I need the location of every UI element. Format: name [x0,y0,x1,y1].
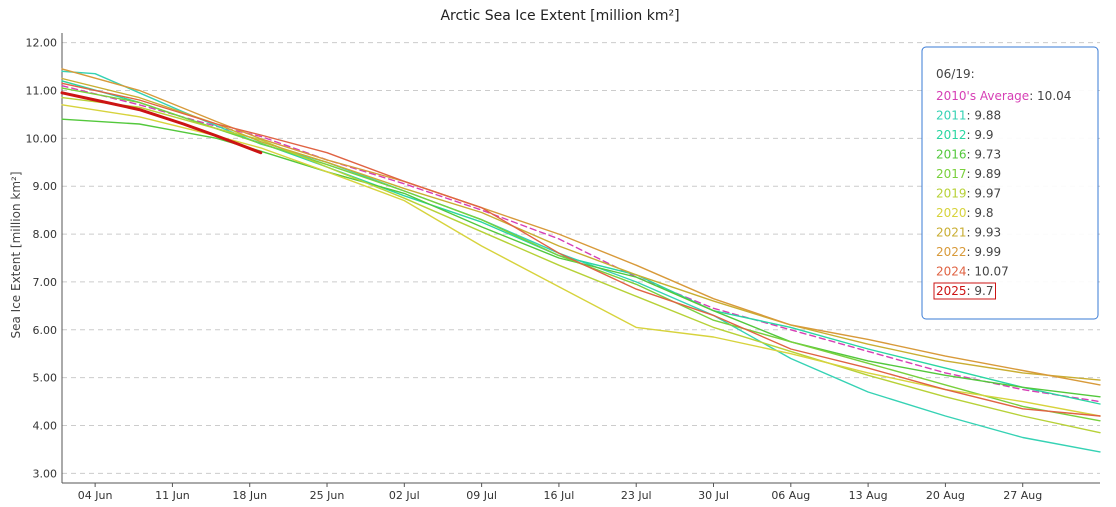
tooltip-series-value: 9.93 [974,226,1001,240]
y-tick-label: 11.00 [26,84,58,97]
x-tick-label: 13 Aug [849,489,888,502]
x-tick-label: 04 Jun [78,489,113,502]
series-line-2019 [61,96,1101,434]
series-line-2011 [61,70,1101,453]
tooltip-entry: 2024: 10.07 [936,265,1009,279]
tooltip-entry: 2025: 9.7 [936,284,994,298]
tooltip-series-value: 9.8 [974,206,993,220]
y-tick-label: 3.00 [33,467,58,480]
x-tick-label: 30 Jul [698,489,729,502]
series-line-2021 [61,77,1101,381]
tooltip-date: 06/19: [936,67,975,81]
y-tick-label: 10.00 [26,132,58,145]
tooltip-series-value: 9.9 [974,128,993,142]
tooltip-series-name: 2011 [936,109,967,123]
tooltip-series-value: 9.99 [974,245,1001,259]
x-tick-label: 27 Aug [1003,489,1042,502]
x-tick-label: 06 Aug [771,489,810,502]
x-tick-label: 02 Jul [389,489,420,502]
x-axis: 04 Jun 11 Jun 18 Jun 25 Jun 02 Jul 09 Jul 16 J… [62,482,1100,502]
series-line-2025 [60,91,263,155]
y-tick-label: 7.00 [33,276,58,289]
series-line-2024 [61,82,1101,417]
x-tick-label: 25 Jun [310,489,345,502]
x-tick-label: 16 Jul [544,489,575,502]
tooltip-entry: 2017: 9.89 [936,167,1001,181]
series-layer [60,68,1101,453]
tooltip-entry: 2011: 9.88 [936,109,1001,123]
series-line-2017 [61,87,1101,422]
y-tick-label: 12.00 [26,37,58,50]
tooltip-series-value: 9.7 [974,284,993,298]
tooltip-entry: 2012: 9.9 [936,128,994,142]
tooltip-entry: 2019: 9.97 [936,187,1001,201]
tooltip-series-value: 10.04 [1037,89,1071,103]
tooltip-entry: 2020: 9.8 [936,206,994,220]
tooltip-series-value: 10.07 [974,265,1008,279]
x-tick-label: 11 Jun [155,489,190,502]
tooltip-entry: 2021: 9.93 [936,226,1001,240]
y-tick-label: 9.00 [33,180,58,193]
y-tick-label: 8.00 [33,228,58,241]
tooltip-series-name: 2019 [936,187,967,201]
tooltip-box [921,46,1099,320]
tooltip-series-value: 9.73 [974,148,1001,162]
tooltip-series-name: 2024 [936,265,967,279]
y-tick-label: 5.00 [33,372,58,385]
y-axis-title: Sea Ice Extent [million km²] [9,172,23,339]
x-tick-label: 09 Jul [466,489,497,502]
tooltip-series-name: 2025 [936,284,967,298]
y-tick-label: 6.00 [33,324,58,337]
tooltip-series-name: 2021 [936,226,967,240]
tooltip-series-name: 2022 [936,245,967,259]
tooltip-highlight-box [933,282,996,300]
y-axis: 3.00 4.00 5.00 6.00 7.00 8.00 9.00 10.00 11.00 12… [26,33,63,483]
tooltip-series-name: 2017 [936,167,967,181]
x-tick-label: 18 Jun [232,489,267,502]
chart-title: Arctic Sea Ice Extent [million km²] [440,8,679,24]
y-tick-label: 4.00 [33,420,58,433]
tooltip-entry: 2016: 9.73 [936,148,1001,162]
tooltip-series-value: 9.88 [974,109,1001,123]
tooltip-entry: 2010's Average: 10.04 [936,89,1071,103]
tooltip-series-name: 2012 [936,128,967,142]
x-tick-label: 23 Jul [621,489,652,502]
tooltip-series-name: 2016 [936,148,967,162]
tooltip-series-value: 9.97 [974,187,1001,201]
tooltip-entry: 2022: 9.99 [936,245,1001,259]
tooltip-series-value: 9.89 [974,167,1001,181]
x-tick-label: 20 Aug [926,489,965,502]
tooltip-series-name: 2020 [936,206,967,220]
tooltip-series-name: 2010's Average [936,89,1029,103]
